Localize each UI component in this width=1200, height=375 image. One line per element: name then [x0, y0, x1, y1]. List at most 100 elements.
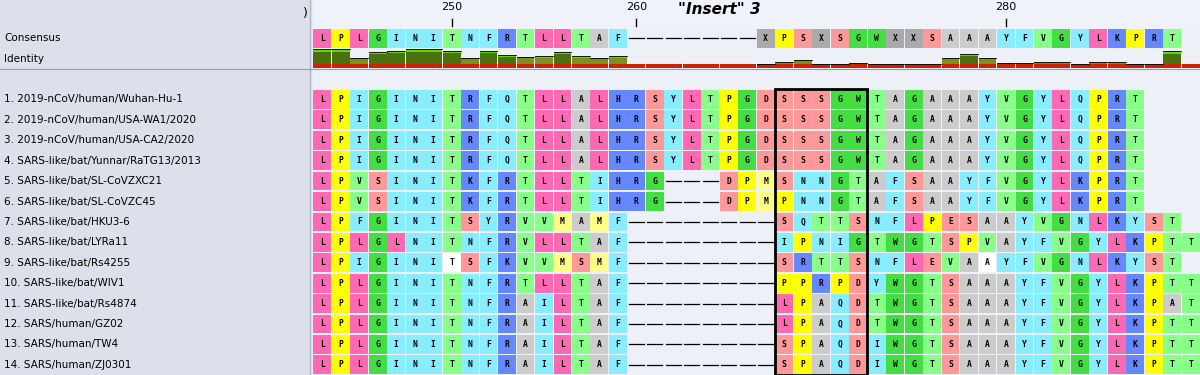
Text: Y: Y: [1096, 279, 1100, 288]
Bar: [368, 64, 386, 68]
Bar: [1052, 254, 1070, 272]
Text: V: V: [541, 217, 546, 226]
Text: L: L: [541, 238, 546, 247]
Text: A: A: [578, 95, 583, 104]
Text: S: S: [948, 360, 953, 369]
Bar: [553, 213, 571, 231]
Text: L: L: [320, 197, 325, 206]
Bar: [350, 151, 368, 170]
Text: G: G: [745, 116, 750, 124]
Bar: [553, 274, 571, 292]
Text: 8. SARS-like/bat/LYRa11: 8. SARS-like/bat/LYRa11: [4, 237, 128, 248]
Bar: [923, 111, 941, 129]
Text: F: F: [893, 258, 898, 267]
Text: Y: Y: [1096, 320, 1100, 328]
Text: A: A: [930, 136, 935, 145]
Bar: [665, 64, 683, 68]
Text: G: G: [1022, 116, 1027, 124]
Text: T: T: [523, 156, 528, 165]
Text: L: L: [356, 279, 361, 288]
Bar: [535, 131, 553, 150]
Text: L: L: [541, 95, 546, 104]
Bar: [443, 274, 461, 292]
Bar: [886, 274, 904, 292]
Bar: [978, 335, 996, 354]
Text: P: P: [338, 95, 343, 104]
Bar: [1015, 356, 1033, 374]
Bar: [1127, 315, 1145, 333]
Text: A: A: [818, 299, 823, 308]
Bar: [313, 192, 331, 211]
Text: K: K: [1133, 340, 1138, 349]
Bar: [850, 335, 868, 354]
Bar: [997, 151, 1015, 170]
Text: L: L: [560, 34, 565, 43]
Bar: [997, 233, 1015, 252]
Bar: [793, 192, 811, 211]
Bar: [424, 294, 442, 313]
Bar: [868, 213, 886, 231]
Text: L: L: [541, 116, 546, 124]
Bar: [1090, 29, 1108, 48]
Bar: [868, 254, 886, 272]
Bar: [1052, 62, 1070, 64]
Text: G: G: [1058, 217, 1064, 226]
Bar: [960, 233, 978, 252]
Bar: [628, 111, 646, 129]
Text: A: A: [893, 116, 898, 124]
Text: G: G: [911, 299, 916, 308]
Bar: [775, 29, 793, 48]
Bar: [590, 213, 608, 231]
Text: S: S: [948, 279, 953, 288]
Bar: [1182, 335, 1200, 354]
Bar: [388, 356, 406, 374]
Bar: [572, 254, 590, 272]
Bar: [793, 233, 811, 252]
Bar: [608, 151, 626, 170]
Text: A: A: [930, 116, 935, 124]
Bar: [480, 274, 498, 292]
Bar: [701, 131, 719, 150]
Bar: [572, 233, 590, 252]
Text: L: L: [560, 156, 565, 165]
Bar: [1034, 29, 1052, 48]
Text: S: S: [376, 177, 380, 186]
Text: L: L: [1115, 299, 1120, 308]
Bar: [997, 131, 1015, 150]
Bar: [1052, 90, 1070, 109]
Text: A: A: [948, 116, 953, 124]
Bar: [868, 274, 886, 292]
Bar: [480, 172, 498, 190]
Bar: [1108, 111, 1126, 129]
Text: 260: 260: [626, 2, 647, 12]
Text: G: G: [1058, 34, 1064, 43]
Text: T: T: [449, 340, 454, 349]
Bar: [923, 172, 941, 190]
Bar: [960, 29, 978, 48]
Text: T: T: [930, 299, 935, 308]
Bar: [812, 274, 830, 292]
Bar: [665, 111, 683, 129]
Text: A: A: [948, 95, 953, 104]
Bar: [868, 172, 886, 190]
Text: N: N: [800, 177, 805, 186]
Text: L: L: [394, 238, 398, 247]
Text: F: F: [985, 197, 990, 206]
Text: R: R: [468, 156, 473, 165]
Bar: [1090, 192, 1108, 211]
Bar: [683, 64, 701, 68]
Text: R: R: [504, 217, 510, 226]
Text: Y: Y: [1022, 299, 1027, 308]
Text: L: L: [1058, 156, 1064, 165]
Bar: [461, 64, 479, 68]
Bar: [553, 172, 571, 190]
Text: I: I: [541, 340, 546, 349]
Text: T: T: [708, 116, 713, 124]
Bar: [461, 58, 479, 64]
Bar: [1052, 315, 1070, 333]
Bar: [516, 294, 534, 313]
Text: I: I: [431, 217, 436, 226]
Bar: [331, 90, 349, 109]
Bar: [942, 64, 960, 68]
Text: I: I: [431, 197, 436, 206]
